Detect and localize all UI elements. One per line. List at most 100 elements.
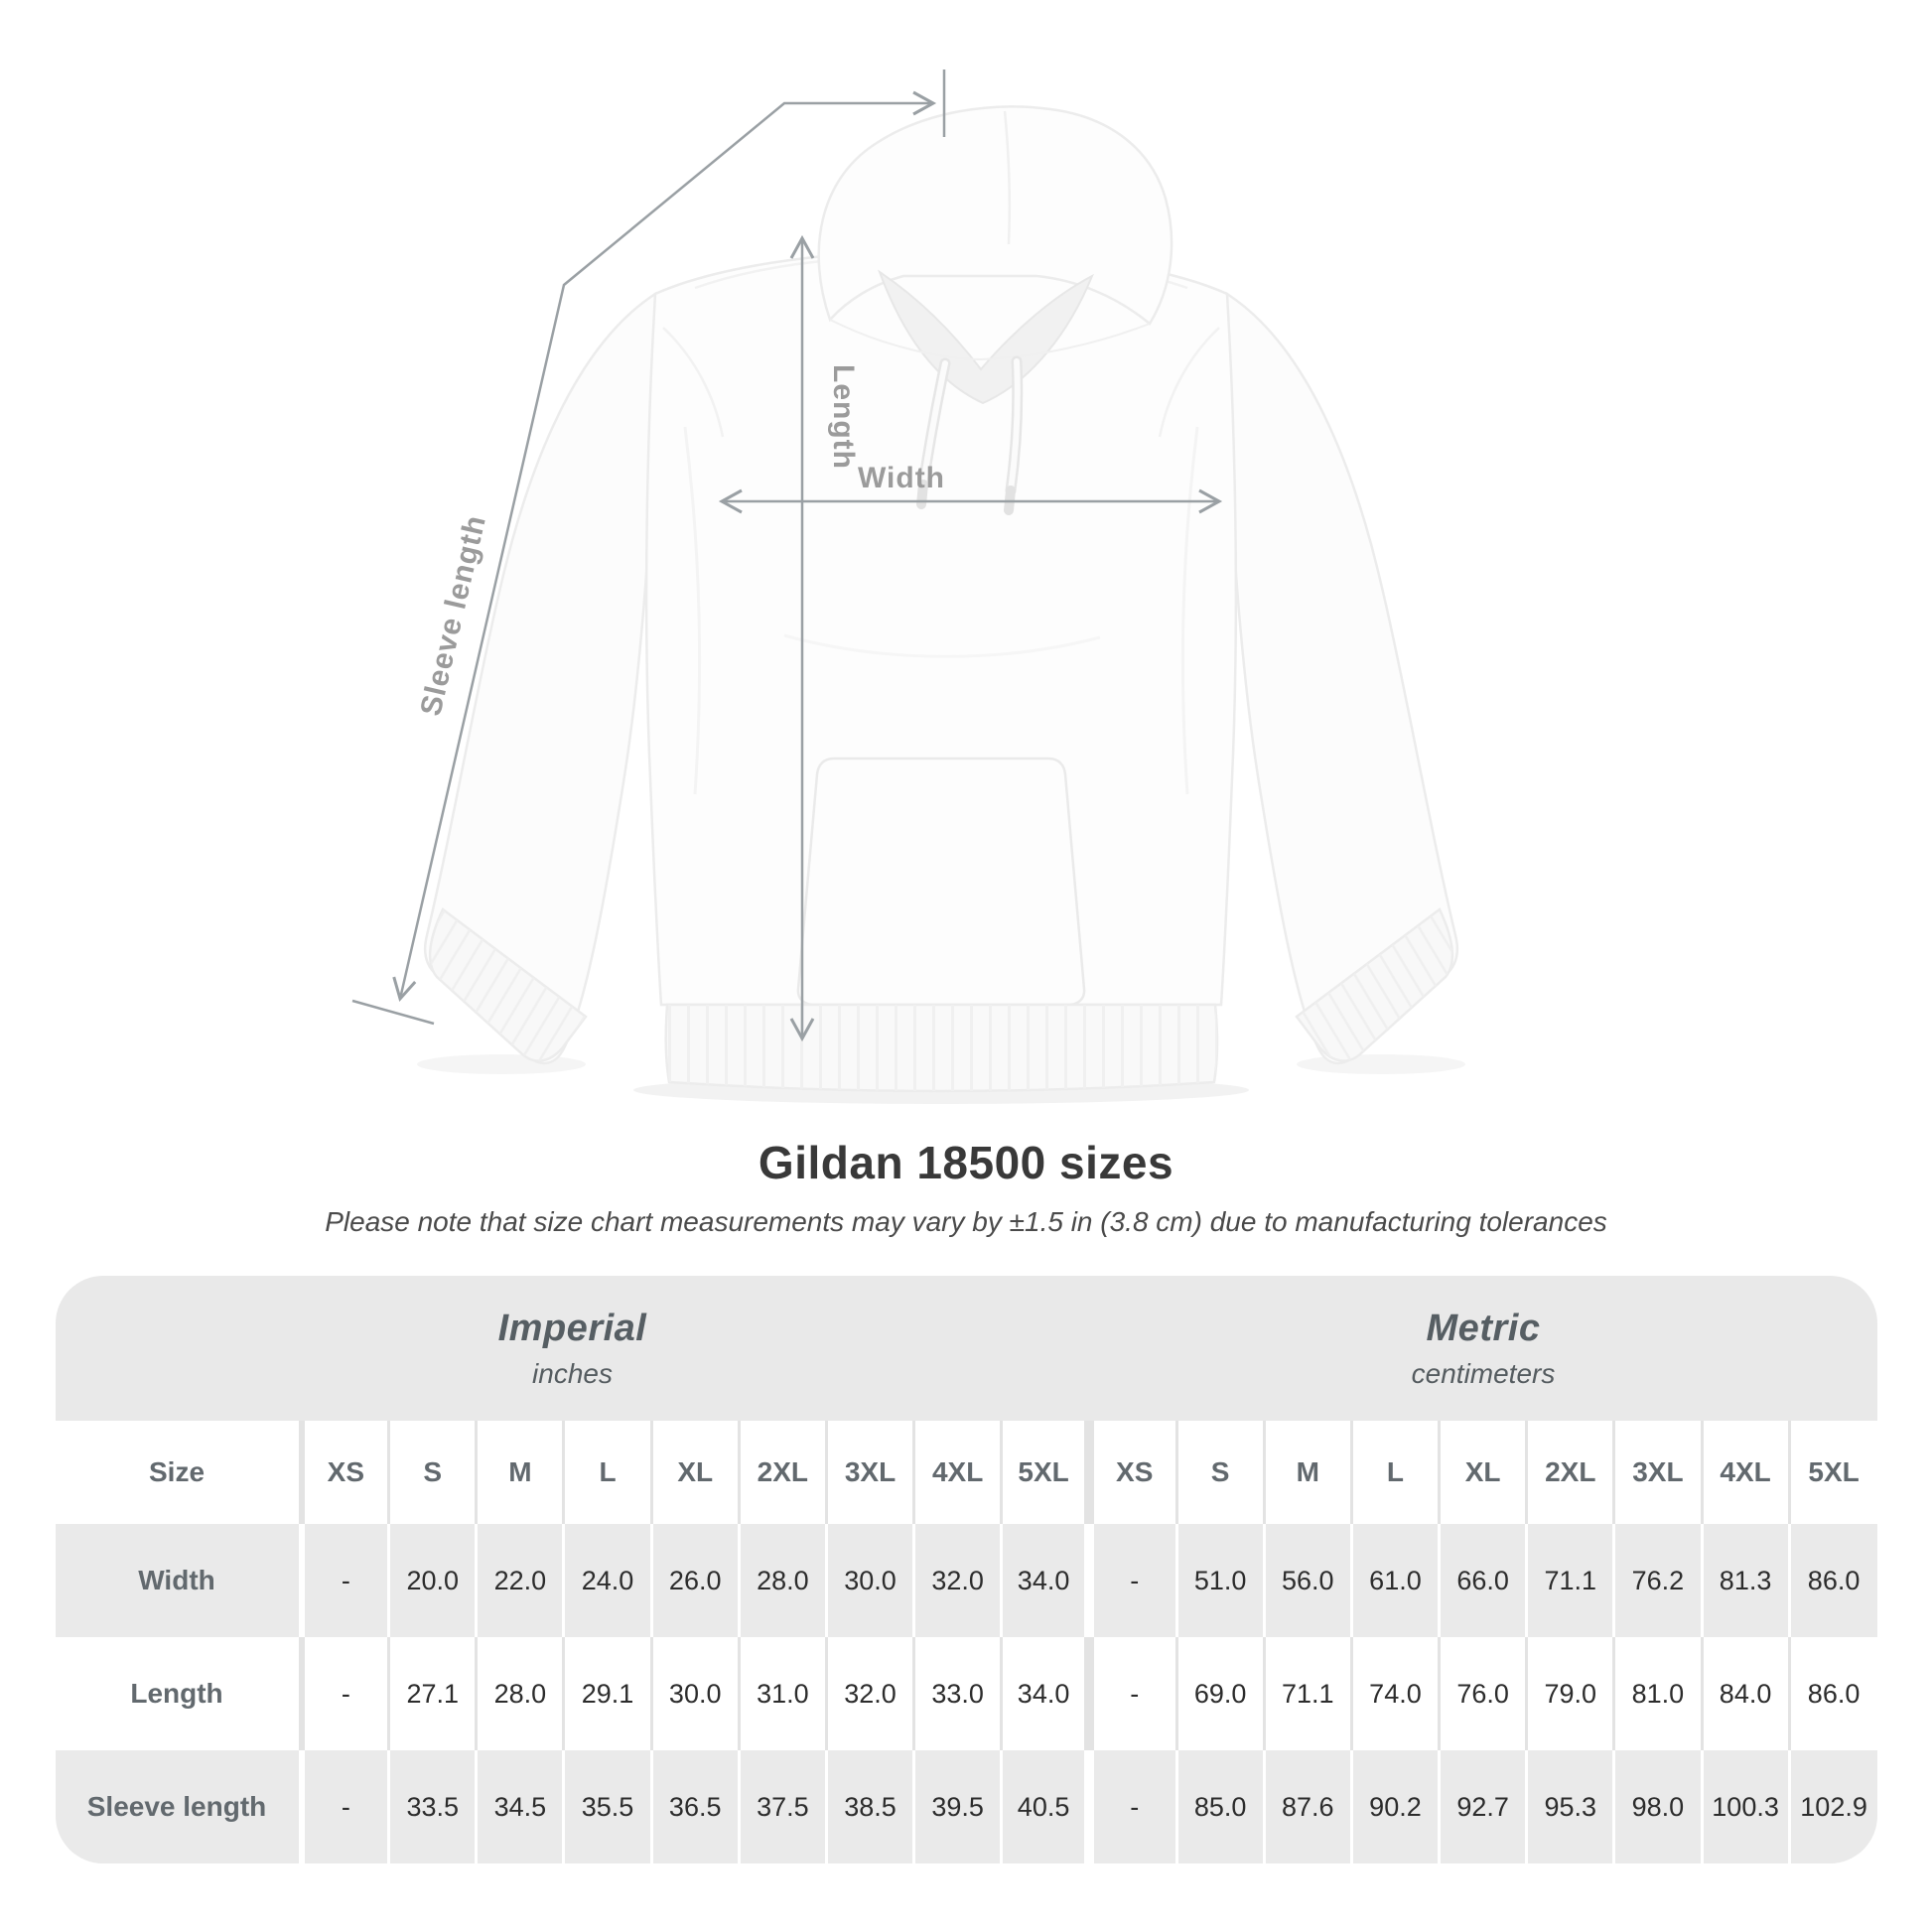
- measurement-value-cell: 71.1: [1262, 1637, 1352, 1750]
- tolerance-note: Please note that size chart measurements…: [325, 1206, 1607, 1237]
- size-header-row: Size XS S M L XL 2XL 3XL 4XL 5XL XS S M L XL 2XL 3XL 4XL…: [55, 1421, 1877, 1524]
- measurement-value-cell: 33.0: [912, 1637, 1002, 1750]
- measurement-value-cell: 79.0: [1525, 1637, 1614, 1750]
- imperial-group-header: Imperial inches: [56, 1276, 1090, 1421]
- measurement-value-cell: 39.5: [912, 1750, 1002, 1863]
- measurement-value-cell: 35.5: [562, 1750, 652, 1863]
- measurement-value-cell: 81.0: [1612, 1637, 1702, 1750]
- sleeve-length-arrow: [392, 90, 937, 1003]
- imperial-label: Imperial: [497, 1307, 647, 1349]
- measurement-annotations: [351, 69, 1223, 1042]
- hoodie-illustration: [417, 105, 1465, 1104]
- metric-group-header: Metric centimeters: [1090, 1276, 1877, 1421]
- size-col-header: 2XL: [737, 1421, 827, 1524]
- left-cuff-shadow: [417, 1054, 586, 1074]
- measurement-value-cell: 98.0: [1612, 1750, 1702, 1863]
- right-cuff: [1295, 907, 1454, 1062]
- hoodie-diagram-svg: Length Width Sleeve length: [351, 69, 1465, 1104]
- measurement-value-cell: 30.0: [824, 1524, 914, 1637]
- measurement-value-cell: -: [1083, 1750, 1177, 1863]
- size-col-header: 5XL: [1787, 1421, 1877, 1524]
- measurement-value-cell: 56.0: [1262, 1524, 1352, 1637]
- measurement-value-cell: 102.9: [1787, 1750, 1877, 1863]
- unit-system-header: Imperial inches Metric centimeters: [55, 1276, 1877, 1421]
- size-col-header: 3XL: [824, 1421, 914, 1524]
- size-col-header: 5XL: [1000, 1421, 1089, 1524]
- measurement-value-cell: 26.0: [649, 1524, 740, 1637]
- measurement-value-cell: 86.0: [1787, 1524, 1877, 1637]
- hood-seam: [1003, 110, 1012, 245]
- measurement-value-cell: -: [298, 1637, 389, 1750]
- measurement-value-cell: 84.0: [1700, 1637, 1790, 1750]
- right-cuff-shadow: [1297, 1054, 1465, 1074]
- kangaroo-pocket: [796, 757, 1086, 1007]
- measurement-value-cell: 30.0: [649, 1637, 740, 1750]
- length-label: Length: [827, 364, 860, 470]
- measurement-value-cell: 100.3: [1700, 1750, 1790, 1863]
- measurement-row-label: Length: [130, 1678, 223, 1709]
- imperial-unit-label: inches: [532, 1357, 613, 1389]
- fold-line: [1180, 426, 1199, 795]
- measurement-value-cell: 61.0: [1349, 1524, 1440, 1637]
- measurement-value-cell: -: [298, 1524, 389, 1637]
- sleeve-length-annotation: [351, 69, 946, 1026]
- waistband: [664, 1003, 1219, 1093]
- measurement-value-cell: 40.5: [1000, 1750, 1089, 1863]
- measurement-value-cell: 36.5: [649, 1750, 740, 1863]
- size-col-header: M: [1262, 1421, 1352, 1524]
- measurement-value-cell: 86.0: [1787, 1637, 1877, 1750]
- measurement-row-label: Sleeve length: [86, 1791, 267, 1822]
- size-col-header: S: [387, 1421, 477, 1524]
- measurement-value-cell: 87.6: [1262, 1750, 1352, 1863]
- measurement-value-cell: 85.0: [1174, 1750, 1265, 1863]
- measurement-value-cell: 38.5: [824, 1750, 914, 1863]
- measurement-value-cell: 76.2: [1612, 1524, 1702, 1637]
- measurement-value-cell: 32.0: [824, 1637, 914, 1750]
- size-col-header: M: [475, 1421, 564, 1524]
- size-col-header: XS: [1083, 1421, 1177, 1524]
- width-label: Width: [858, 462, 945, 494]
- measurement-value-cell: -: [1083, 1637, 1177, 1750]
- measurement-value-cell: 33.5: [387, 1750, 477, 1863]
- measurement-row: Length -27.1 28.0 29.1 30.0 31.0 32.0 33.0 34.0-…: [55, 1637, 1877, 1750]
- measurement-value-cell: 95.3: [1525, 1750, 1614, 1863]
- measurement-value-cell: 81.3: [1700, 1524, 1790, 1637]
- metric-label: Metric: [1426, 1307, 1541, 1349]
- measurement-value-cell: -: [298, 1750, 389, 1863]
- size-col-header: XL: [649, 1421, 740, 1524]
- measurement-value-cell: 22.0: [475, 1524, 564, 1637]
- measurement-value-cell: 74.0: [1349, 1637, 1440, 1750]
- measurement-value-cell: 92.7: [1438, 1750, 1527, 1863]
- size-col-header: XL: [1438, 1421, 1527, 1524]
- measurement-value-cell: 71.1: [1525, 1524, 1614, 1637]
- size-header-cell: Size: [148, 1456, 206, 1487]
- measurement-value-cell: 69.0: [1174, 1637, 1265, 1750]
- measurement-value-cell: 90.2: [1349, 1750, 1440, 1863]
- measurement-value-cell: 34.0: [1000, 1524, 1089, 1637]
- measurement-value-cell: 34.0: [1000, 1637, 1089, 1750]
- size-col-header: XS: [298, 1421, 389, 1524]
- measurement-value-cell: 32.0: [912, 1524, 1002, 1637]
- measurement-value-cell: 20.0: [387, 1524, 477, 1637]
- measurement-row: Width -20.0 22.0 24.0 26.0 28.0 30.0 32.0 34.0-5…: [55, 1524, 1877, 1637]
- size-col-header: 4XL: [1700, 1421, 1790, 1524]
- size-col-header: 3XL: [1612, 1421, 1702, 1524]
- metric-unit-label: centimeters: [1411, 1357, 1556, 1389]
- cuff-tick: [351, 999, 435, 1026]
- measurement-row-label: Width: [138, 1565, 215, 1595]
- measurement-value-cell: 31.0: [737, 1637, 827, 1750]
- measurement-value-cell: 34.5: [475, 1750, 564, 1863]
- measurement-value-cell: 66.0: [1438, 1524, 1527, 1637]
- size-col-header: S: [1174, 1421, 1265, 1524]
- measurement-value-cell: -: [1083, 1524, 1177, 1637]
- measurement-value-cell: 37.5: [737, 1750, 827, 1863]
- measurement-value-cell: 29.1: [562, 1637, 652, 1750]
- measurement-value-cell: 51.0: [1174, 1524, 1265, 1637]
- measurement-diagram: Length Width Sleeve length: [351, 69, 1465, 1104]
- size-col-header: L: [562, 1421, 652, 1524]
- size-chart: Imperial inches Metric centimeters Size …: [55, 1276, 1877, 1863]
- page-title: Gildan 18500 sizes: [758, 1137, 1174, 1188]
- armpit-crease: [1158, 327, 1220, 438]
- size-col-header: 2XL: [1525, 1421, 1614, 1524]
- size-col-header: 4XL: [912, 1421, 1002, 1524]
